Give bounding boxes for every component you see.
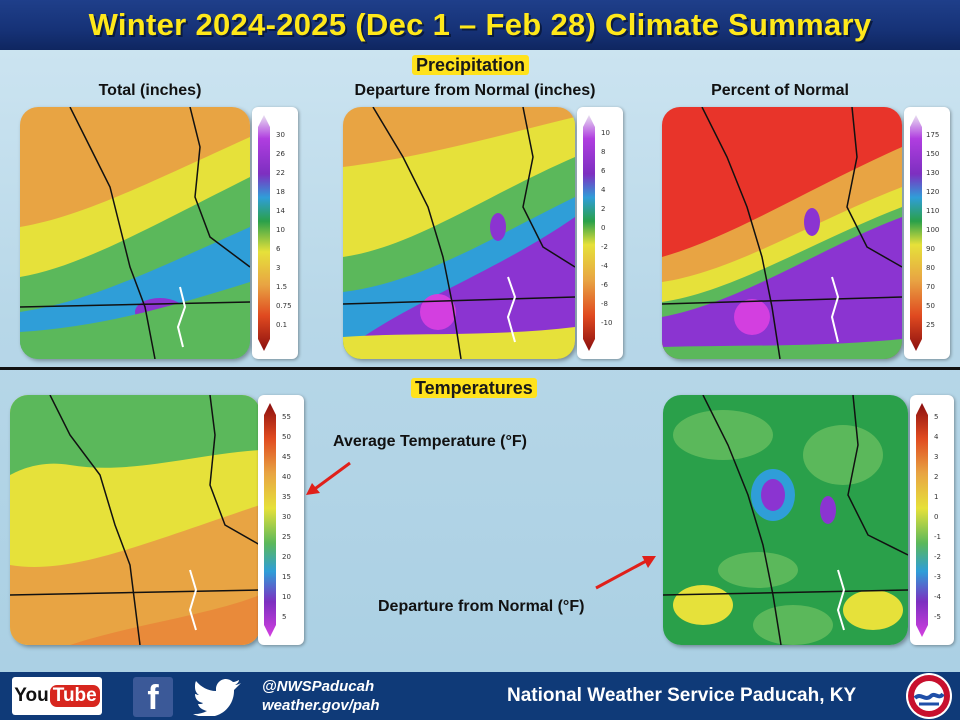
precip-departure-map [343, 107, 575, 359]
legend-label: 26 [276, 150, 285, 158]
departure-temp-annotation: Departure from Normal (°F) [378, 598, 585, 615]
legend-label: 175 [926, 131, 940, 139]
temperatures-section-label: Temperatures [411, 378, 537, 398]
facebook-icon[interactable]: f [133, 677, 173, 717]
legend-label: 5 [934, 413, 939, 421]
legend-label: -1 [934, 533, 941, 541]
legend-label: 80 [926, 264, 935, 272]
legend-label: 25 [282, 533, 291, 541]
youtube-tube-text: Tube [49, 685, 100, 707]
legend-label: 30 [282, 513, 291, 521]
legend-label: 150 [926, 150, 940, 158]
youtube-icon[interactable]: You Tube [12, 677, 102, 715]
legend-label: 15 [282, 573, 291, 581]
temp-departure-map [663, 395, 908, 645]
legend-label: 0.75 [276, 302, 292, 310]
precip-percent-title: Percent of Normal [711, 82, 849, 99]
footer-organization: National Weather Service Paducah, KY [507, 685, 857, 706]
legend-label: 25 [926, 321, 935, 329]
legend-label: 4 [934, 433, 939, 441]
website-link[interactable]: weather.gov/pah [262, 697, 380, 714]
legend-label: -4 [601, 262, 608, 270]
precip-percent-map [662, 107, 902, 359]
legend-label: 10 [282, 593, 291, 601]
temp-departure-legend: 5 4 3 2 1 0 -1 -2 -3 -4 -5 [910, 395, 954, 645]
legend-label: 70 [926, 283, 935, 291]
footer-bar: You Tube f @NWSPaducah weather.gov/pah N… [0, 672, 960, 720]
legend-label: -8 [601, 300, 608, 308]
legend-label: 10 [276, 226, 285, 234]
legend-label: 6 [601, 167, 606, 175]
departure-temp-arrow-icon [595, 556, 656, 590]
legend-label: 120 [926, 188, 940, 196]
legend-label: -2 [601, 243, 608, 251]
legend-label: 100 [926, 226, 940, 234]
legend-label: 35 [282, 493, 291, 501]
legend-label: 8 [601, 148, 606, 156]
legend-label: 50 [282, 433, 291, 441]
legend-label: 3 [276, 264, 281, 272]
legend-label: 40 [282, 473, 291, 481]
legend-label: -3 [934, 573, 941, 581]
precip-total-legend: 30 26 22 18 14 10 6 3 1.5 0.75 0.1 [252, 107, 298, 359]
legend-label: 55 [282, 413, 291, 421]
precip-total-map [20, 107, 250, 359]
legend-label: -4 [934, 593, 941, 601]
legend-label: 22 [276, 169, 285, 177]
legend-label: 30 [276, 131, 285, 139]
legend-label: 45 [282, 453, 291, 461]
section-divider [0, 367, 960, 370]
page-title: Winter 2024-2025 (Dec 1 – Feb 28) Climat… [88, 7, 872, 42]
twitter-icon[interactable] [193, 678, 243, 716]
legend-label: -5 [934, 613, 941, 621]
legend-label: 10 [601, 129, 610, 137]
title-bar: Winter 2024-2025 (Dec 1 – Feb 28) Climat… [0, 0, 960, 50]
precip-departure-title: Departure from Normal (inches) [354, 82, 596, 99]
legend-label: 20 [282, 553, 291, 561]
legend-label: 0.1 [276, 321, 288, 329]
legend-label: 14 [276, 207, 285, 215]
precipitation-section-label: Precipitation [412, 55, 530, 75]
youtube-you-text: You [14, 685, 49, 706]
legend-label: 1.5 [276, 283, 288, 291]
legend-label: 5 [282, 613, 287, 621]
legend-label: 2 [934, 473, 939, 481]
legend-label: -2 [934, 553, 941, 561]
legend-label: 110 [926, 207, 940, 215]
legend-label: 3 [934, 453, 939, 461]
legend-label: 2 [601, 205, 606, 213]
legend-label: 18 [276, 188, 285, 196]
twitter-handle[interactable]: @NWSPaducah [262, 678, 375, 695]
temp-average-legend: 55 50 45 40 35 30 25 20 15 10 5 [258, 395, 304, 645]
legend-label: 50 [926, 302, 935, 310]
temp-average-map [10, 395, 260, 645]
avg-temp-annotation: Average Temperature (°F) [333, 433, 528, 450]
legend-label: -6 [601, 281, 608, 289]
legend-label: 0 [601, 224, 606, 232]
legend-label: 1 [934, 493, 939, 501]
precip-percent-legend: 175 150 130 120 110 100 90 80 70 50 25 [904, 107, 950, 359]
legend-label: 130 [926, 169, 940, 177]
legend-label: -10 [601, 319, 613, 327]
precip-departure-legend: 10 8 6 4 2 0 -2 -4 -6 -8 -10 [577, 107, 623, 359]
legend-label: 6 [276, 245, 281, 253]
legend-label: 90 [926, 245, 935, 253]
legend-label: 4 [601, 186, 606, 194]
avg-temp-arrow-icon [306, 461, 351, 495]
legend-label: 0 [934, 513, 939, 521]
nws-logo-icon [906, 673, 952, 719]
precip-total-title: Total (inches) [98, 82, 202, 99]
